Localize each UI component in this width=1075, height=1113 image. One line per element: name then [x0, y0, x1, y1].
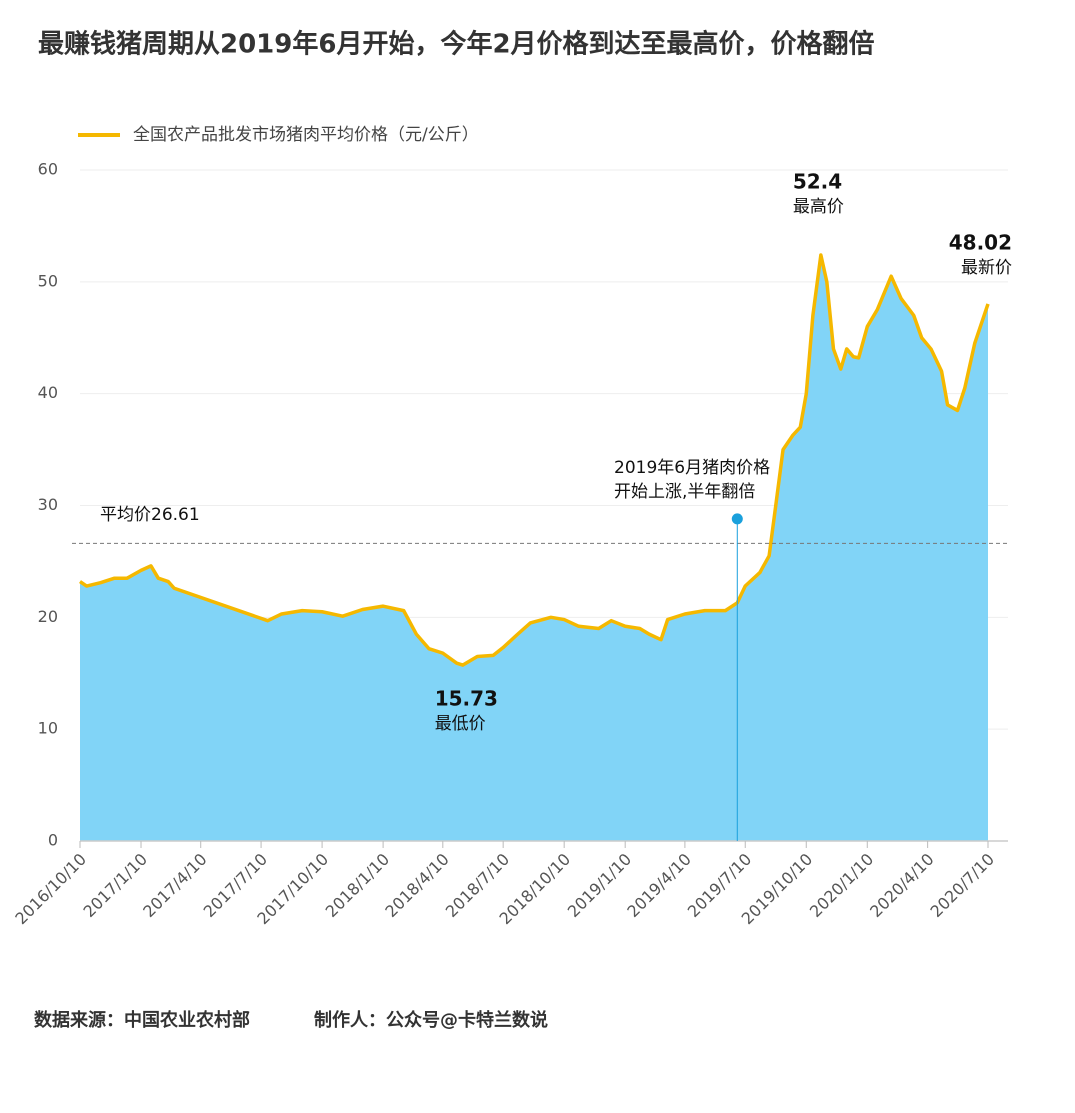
y-tick-label: 50: [38, 271, 58, 290]
event-label: 2019年6月猪肉价格: [614, 458, 770, 478]
legend-label: 全国农产品批发市场猪肉平均价格（元/公斤）: [133, 125, 479, 145]
x-tick-label: 2018/1/10: [322, 850, 393, 921]
area: [80, 254, 988, 841]
x-tick-label: 2020/1/10: [806, 850, 877, 921]
footer-source: 数据来源：中国农业农村部: [34, 1009, 250, 1031]
point-label: 最低价: [435, 714, 486, 734]
x-tick-label: 2017/1/10: [80, 850, 151, 921]
point-value: 52.4: [793, 169, 842, 193]
x-tick-label: 2019/4/10: [623, 850, 694, 921]
y-tick-label: 40: [38, 383, 58, 402]
x-tick-label: 2018/4/10: [381, 850, 452, 921]
y-tick-label: 30: [38, 495, 58, 514]
point-label: 最高价: [793, 197, 844, 217]
x-tick-label: 2020/7/10: [927, 850, 998, 921]
point-value: 15.73: [435, 687, 498, 711]
y-tick-label: 10: [38, 719, 58, 738]
line: [79, 253, 990, 667]
x-tick-label: 2017/4/10: [139, 850, 210, 921]
y-tick-label: 0: [48, 831, 58, 850]
x-tick-label: 2019/1/10: [564, 850, 635, 921]
average-label: 平均价26.61: [100, 505, 200, 525]
x-tick-label: 2016/10/10: [11, 850, 90, 929]
point-value: 48.02: [949, 230, 1012, 254]
y-tick-label: 60: [38, 160, 58, 179]
point-label: 最新价: [961, 258, 1012, 278]
y-tick-label: 20: [38, 607, 58, 626]
x-tick-label: 2020/4/10: [866, 850, 937, 921]
event-dot: [731, 513, 743, 525]
chart-title: 最赚钱猪周期从2019年6月开始，今年2月价格到达至最高价，价格翻倍: [38, 29, 875, 60]
footer-author: 制作人：公众号@卡特兰数说: [314, 1009, 548, 1031]
event-label: 开始上涨,半年翻倍: [614, 482, 755, 502]
